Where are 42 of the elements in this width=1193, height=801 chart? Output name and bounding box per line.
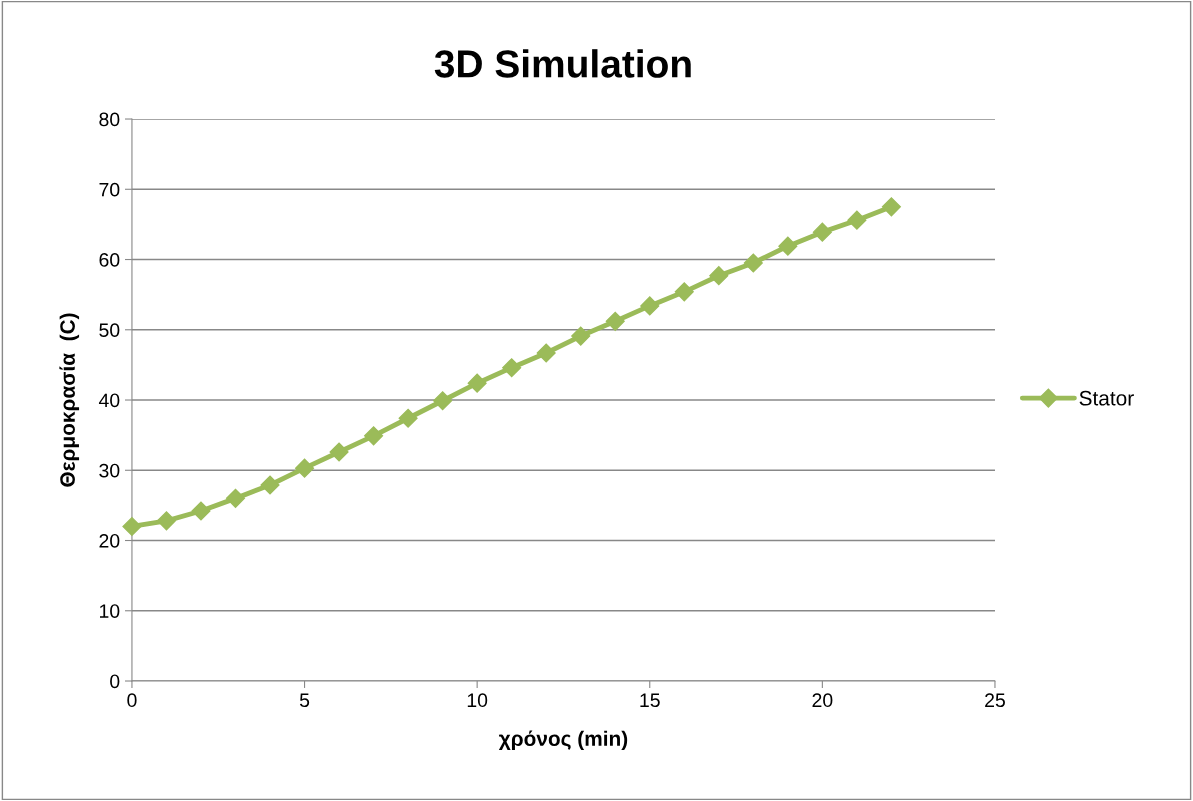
x-tick-label: 15 (640, 693, 660, 708)
point (640, 296, 660, 316)
y-tick-label: 70 (99, 182, 120, 197)
point (605, 311, 625, 331)
y-tick-label: 30 (99, 463, 120, 478)
y-tick-label: 50 (99, 323, 120, 338)
y-axis-title: Θερμοκρασία (C) (59, 313, 80, 487)
point (812, 222, 832, 242)
point (571, 326, 591, 346)
point (225, 488, 246, 508)
legend-label: Stator (1079, 390, 1134, 406)
point (295, 458, 315, 478)
point (467, 373, 487, 393)
y-tick-label: 0 (110, 674, 120, 689)
point (881, 197, 901, 217)
point (260, 475, 280, 495)
point (329, 442, 349, 462)
point (364, 426, 384, 446)
point (433, 391, 453, 411)
point (778, 236, 798, 256)
point (502, 358, 522, 378)
x-tick-label: 10 (467, 693, 488, 708)
y-tick-label: 40 (98, 393, 120, 408)
x-tick-label: 0 (127, 693, 137, 708)
x-tick-label: 5 (299, 693, 310, 708)
x-tick-label: 20 (812, 693, 833, 708)
point (709, 266, 729, 286)
point (122, 516, 142, 536)
y-tick-label: 80 (99, 112, 120, 127)
point (156, 511, 177, 531)
point (674, 282, 694, 302)
y-tick-label: 10 (100, 604, 120, 618)
x-tick-label: 25 (985, 693, 1005, 708)
point (536, 343, 556, 363)
point (191, 501, 211, 521)
chart-title: 3D Simulation (434, 49, 691, 78)
point (847, 210, 867, 230)
point (743, 253, 763, 273)
point (398, 408, 418, 428)
y-tick-label: 20 (99, 533, 120, 548)
y-tick-label: 60 (99, 252, 120, 267)
x-axis-title: χρόνος (min) (498, 730, 628, 751)
